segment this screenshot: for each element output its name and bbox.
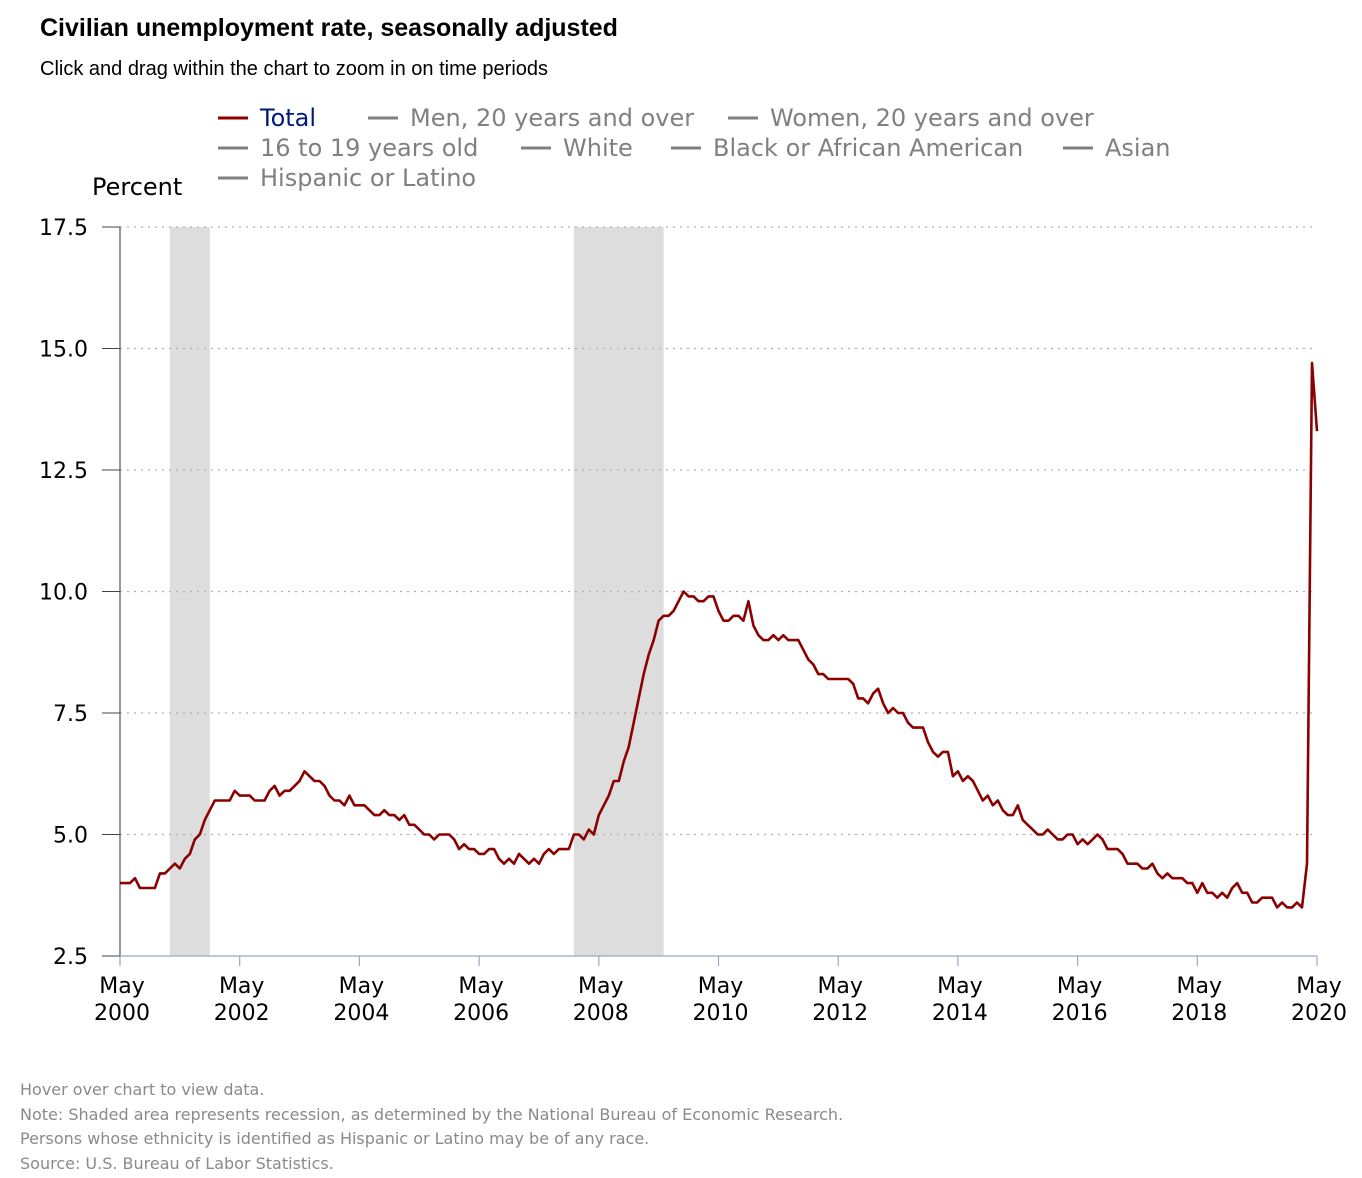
x-tick-month: May xyxy=(817,974,862,999)
legend-label: White xyxy=(563,134,633,162)
chart-title: Civilian unemployment rate, seasonally a… xyxy=(40,14,618,42)
legend-label: 16 to 19 years old xyxy=(260,134,478,162)
x-tick-month: May xyxy=(1177,974,1222,999)
y-tick-label: 12.5 xyxy=(39,459,88,484)
x-tick-year: 2006 xyxy=(453,1001,509,1026)
x-tick-year: 2018 xyxy=(1171,1001,1227,1026)
x-tick-month: May xyxy=(339,974,384,999)
y-axis-label: Percent xyxy=(92,173,182,201)
legend-label: Black or African American xyxy=(713,134,1023,162)
y-tick-label: 10.0 xyxy=(39,581,88,606)
gridlines xyxy=(120,226,1317,836)
x-tick-month: May xyxy=(578,974,623,999)
footnote-source: Source: U.S. Bureau of Labor Statistics. xyxy=(20,1153,334,1173)
legend-item[interactable]: Asian xyxy=(1063,134,1171,162)
y-tick-label: 7.5 xyxy=(53,702,88,727)
y-axis-ticks: 2.5 5.0 7.5 10.0 12.5 15.0 17.5 xyxy=(39,216,120,970)
x-tick-year: 2004 xyxy=(333,1001,389,1026)
chart-legend: Total Men, 20 years and over Women, 20 yea… xyxy=(218,104,1171,192)
legend-label: Total xyxy=(259,104,316,132)
footnote-recession-note: Note: Shaded area represents recession, … xyxy=(20,1104,844,1124)
x-tick-year: 2016 xyxy=(1052,1001,1108,1026)
legend-item[interactable]: 16 to 19 years old xyxy=(218,134,478,162)
legend-item[interactable]: White xyxy=(521,134,633,162)
x-tick-month: May xyxy=(458,974,503,999)
x-tick-year: 2014 xyxy=(932,1001,988,1026)
x-tick-year: 2002 xyxy=(214,1001,270,1026)
legend-item[interactable]: Total xyxy=(218,104,316,132)
x-tick-month: May xyxy=(1296,974,1341,999)
footnote-hover: Hover over chart to view data. xyxy=(20,1080,265,1099)
x-tick-month: May xyxy=(1057,974,1102,999)
legend-label: Hispanic or Latino xyxy=(260,164,476,192)
legend-item[interactable]: Black or African American xyxy=(671,134,1023,162)
x-tick-year: 2020 xyxy=(1291,1001,1347,1026)
chart-area[interactable]: Total Men, 20 years and over Women, 20 yea… xyxy=(0,0,1362,1070)
recession-band xyxy=(169,227,210,956)
chart-subtitle: Click and drag within the chart to zoom … xyxy=(40,58,549,80)
x-tick-month: May xyxy=(937,974,982,999)
legend-item[interactable]: Men, 20 years and over xyxy=(368,104,694,132)
legend-item[interactable]: Hispanic or Latino xyxy=(218,164,476,192)
y-tick-label: 5.0 xyxy=(53,824,88,849)
axes xyxy=(119,227,1317,957)
x-tick-year: 2012 xyxy=(812,1001,868,1026)
series-line-total[interactable] xyxy=(120,361,1319,909)
legend-label: Men, 20 years and over xyxy=(410,104,694,132)
x-tick-month: May xyxy=(219,974,264,999)
legend-item[interactable]: Women, 20 years and over xyxy=(728,104,1094,132)
legend-label: Women, 20 years and over xyxy=(770,104,1094,132)
x-tick-month: May xyxy=(99,974,144,999)
legend-label: Asian xyxy=(1105,134,1171,162)
x-tick-month: May xyxy=(698,974,743,999)
x-tick-year: 2008 xyxy=(573,1001,629,1026)
footnote-ethnicity-note: Persons whose ethnicity is identified as… xyxy=(20,1129,650,1148)
y-tick-label: 2.5 xyxy=(53,945,88,970)
x-tick-year: 2000 xyxy=(94,1001,150,1026)
y-tick-label: 15.0 xyxy=(39,338,88,363)
x-tick-year: 2010 xyxy=(693,1001,749,1026)
y-tick-label: 17.5 xyxy=(39,216,88,241)
series-group[interactable] xyxy=(120,361,1319,909)
footnotes: Hover over chart to view data. Note: Sha… xyxy=(20,1078,843,1176)
x-axis-ticks: May2000May2002May2004May2006May2008May20… xyxy=(94,956,1347,1026)
